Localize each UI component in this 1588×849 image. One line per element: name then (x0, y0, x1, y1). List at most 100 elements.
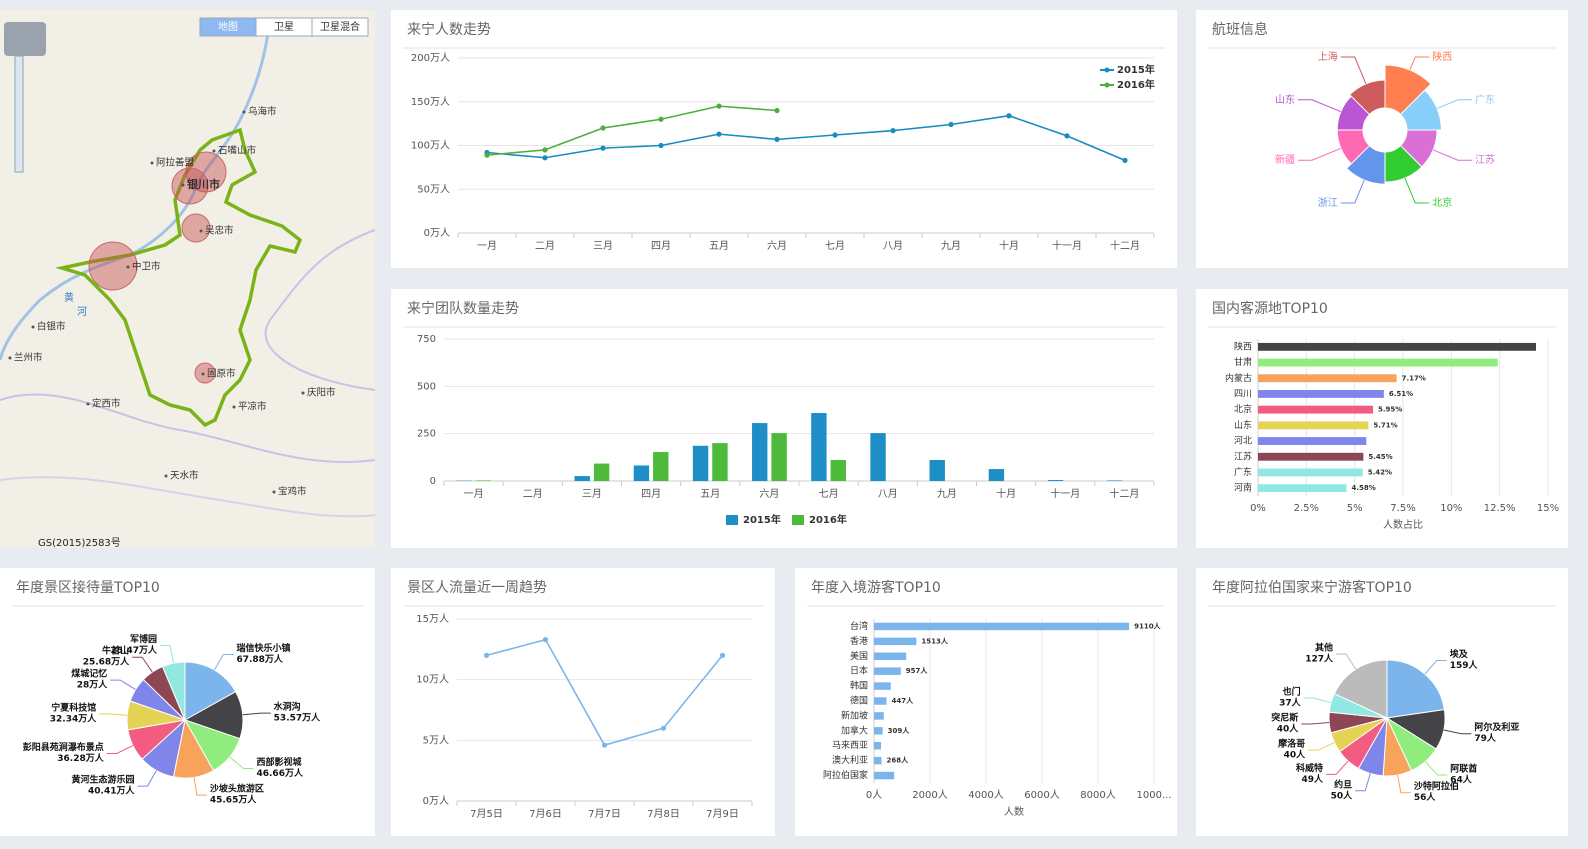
map-bg (0, 10, 375, 548)
data-label: 49人 (1302, 773, 1325, 785)
bar (1258, 452, 1364, 461)
river-label: 黄 (64, 291, 74, 304)
x-tick-label: 九月 (941, 240, 961, 252)
map-tab-label[interactable]: 卫星 (274, 21, 294, 33)
x-tick-label: 一月 (477, 240, 497, 252)
x-tick-label: 三月 (593, 240, 613, 252)
line-point (890, 128, 896, 134)
slice-label: 军博园 (130, 633, 157, 645)
city-dot (201, 372, 205, 376)
slice-label: 北京 (1432, 196, 1452, 209)
x-tick-label: 八月 (878, 488, 898, 500)
x-tick-label: 十一月 (1050, 487, 1080, 500)
map-tab-label[interactable]: 卫星混合 (320, 20, 360, 33)
road (0, 476, 375, 518)
city-dot (150, 161, 154, 165)
pie-slice (184, 661, 237, 721)
y-tick-label: 50万人 (417, 183, 450, 195)
legend-swatch (726, 515, 738, 525)
province-border (55, 127, 303, 428)
data-label: 32.34万人 (50, 712, 97, 724)
legend-label: 2016年 (1117, 78, 1155, 91)
x-axis-title: 人数占比 (1383, 518, 1423, 531)
leader-line (1436, 99, 1472, 109)
slice-label: 埃及 (1450, 648, 1469, 660)
leader-line (1404, 177, 1430, 204)
rose-slice (1345, 144, 1386, 185)
map-nav[interactable] (4, 22, 46, 56)
line-series (486, 105, 778, 156)
leader-line (1298, 99, 1342, 113)
data-label: 9110人 (1134, 621, 1161, 630)
x-tick-label: 6000人 (1024, 789, 1059, 801)
bar (1258, 484, 1347, 493)
y-tick-label: 加拿大 (841, 724, 868, 736)
leader-line (1336, 653, 1357, 670)
map-tab-label[interactable]: 地图 (218, 20, 238, 33)
slice-label: 牛首山 (102, 645, 129, 657)
city-label: 定西市 (92, 398, 121, 410)
city-dot (86, 402, 90, 406)
bar (771, 433, 787, 481)
city-dot (181, 183, 185, 187)
y-tick-label: 马来西亚 (832, 740, 868, 751)
map-tab[interactable] (311, 17, 369, 37)
line-point (832, 132, 838, 138)
x-axis-title: 人数 (1004, 805, 1024, 818)
bar (811, 413, 827, 481)
city-dot (31, 325, 35, 329)
pie-slice (161, 661, 186, 721)
line-point (774, 107, 780, 114)
data-label: 1513人 (921, 636, 948, 645)
data-label: 5.42% (1368, 468, 1392, 476)
leader-line (1424, 761, 1448, 776)
y-tick-label: 10万人 (416, 674, 449, 686)
leader-line (1424, 659, 1447, 675)
x-tick-label: 四月 (651, 240, 671, 252)
bar (874, 771, 895, 780)
bar (653, 452, 669, 481)
city-dot (212, 149, 216, 153)
city-label: 宝鸡市 (278, 486, 307, 498)
line-point (600, 145, 606, 151)
data-label: 40人 (1277, 722, 1300, 734)
y-tick-label: 澳大利亚 (832, 754, 868, 766)
x-tick-label: 十二月 (1110, 239, 1140, 252)
slice-label: 西部影视城 (256, 756, 301, 768)
panel: 国内客源地TOP10 0% 2.5% 5% 7.5% 10% 12.5% 15% 人数占比 陕西甘… (1196, 289, 1568, 548)
river (0, 19, 272, 361)
panel: 景区人流量近一周趋势 0万人 5万人 10万人 15万人 7月5日 7月6日 7月7日 7月8日… (391, 568, 775, 836)
legend-swatch (792, 515, 804, 525)
bar (874, 727, 883, 735)
zoom-bar[interactable] (14, 55, 24, 173)
data-label: 37人 (1279, 696, 1302, 708)
bar (874, 712, 884, 720)
leader-line (99, 713, 128, 716)
data-label: 159人 (1450, 659, 1479, 671)
city-label: 石嘴山市 (218, 145, 257, 157)
road (264, 229, 375, 391)
line-point (1006, 113, 1012, 119)
map-bubble (185, 151, 227, 193)
map-bubble (181, 213, 211, 243)
slice-label: 摩洛哥 (1278, 738, 1305, 750)
y-tick-label: 香港 (850, 635, 868, 647)
legend-swatch (1104, 67, 1110, 73)
data-label: 46.66万人 (256, 767, 303, 779)
y-tick-label: 150万人 (411, 96, 450, 108)
line-series (486, 114, 1126, 162)
city-dot (242, 110, 246, 114)
slice-label: 也门 (1283, 685, 1301, 697)
data-label: 447人 (892, 696, 915, 705)
y-tick-label: 500 (417, 381, 436, 392)
data-label: 67.88万人 (236, 653, 283, 665)
y-tick-label: 北京 (1234, 403, 1252, 415)
line-point (716, 131, 722, 137)
bar (874, 682, 891, 690)
legend-label: 2015年 (1117, 63, 1155, 76)
city-label: 吴忠市 (205, 225, 234, 237)
panel-bg (391, 289, 1177, 548)
slice-label: 沙特阿拉伯 (1414, 780, 1459, 792)
bar (830, 459, 846, 481)
slice-label: 上海 (1318, 50, 1338, 63)
